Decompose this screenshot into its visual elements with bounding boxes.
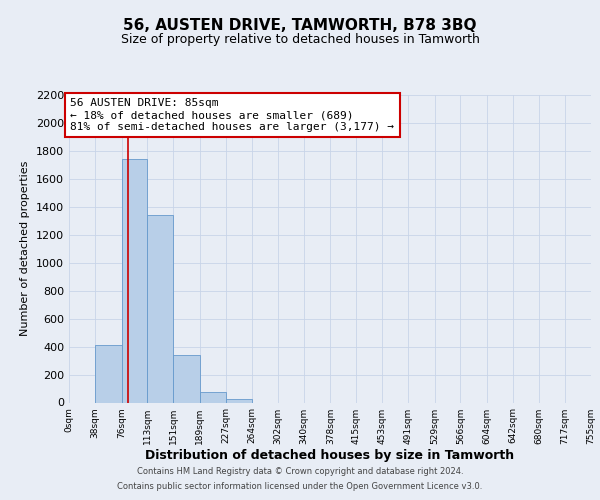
Bar: [122, 160, 147, 402]
Text: Contains HM Land Registry data © Crown copyright and database right 2024.: Contains HM Land Registry data © Crown c…: [137, 467, 463, 476]
Text: Size of property relative to detached houses in Tamworth: Size of property relative to detached ho…: [121, 32, 479, 46]
Y-axis label: Number of detached properties: Number of detached properties: [20, 161, 31, 336]
Text: Contains public sector information licensed under the Open Government Licence v3: Contains public sector information licen…: [118, 482, 482, 491]
Bar: [95, 345, 122, 403]
Text: 56 AUSTEN DRIVE: 85sqm
← 18% of detached houses are smaller (689)
81% of semi-de: 56 AUSTEN DRIVE: 85sqm ← 18% of detached…: [70, 98, 394, 132]
Bar: [226, 399, 251, 402]
Text: 56, AUSTEN DRIVE, TAMWORTH, B78 3BQ: 56, AUSTEN DRIVE, TAMWORTH, B78 3BQ: [123, 18, 477, 32]
Bar: [173, 355, 200, 403]
X-axis label: Distribution of detached houses by size in Tamworth: Distribution of detached houses by size …: [145, 450, 515, 462]
Bar: [200, 392, 226, 402]
Bar: [147, 215, 173, 402]
